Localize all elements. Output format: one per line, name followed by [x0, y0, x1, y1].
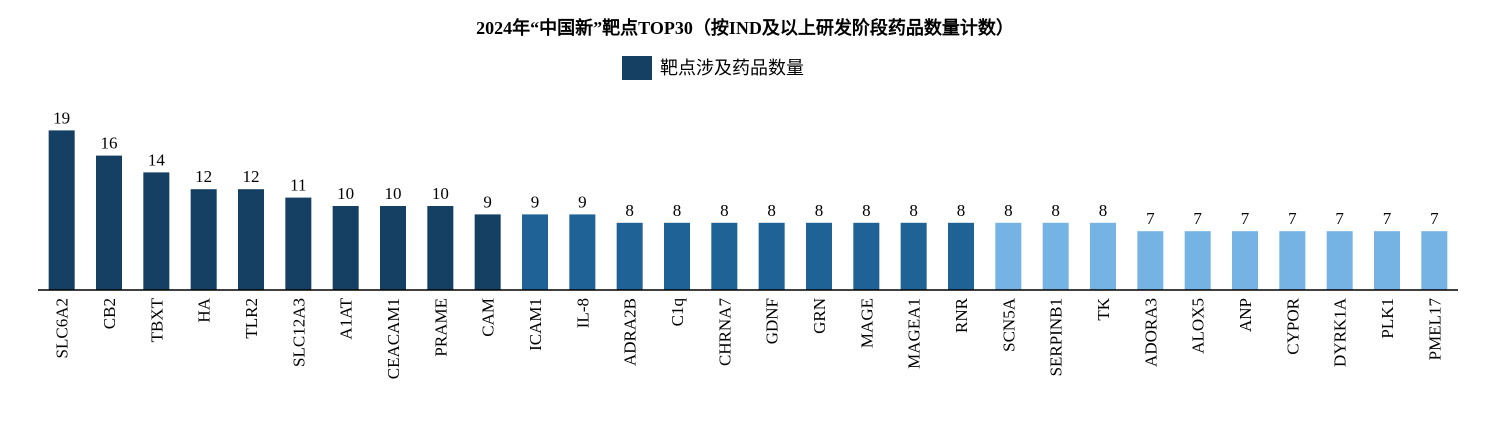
bar: [190, 189, 217, 290]
x-tick-label: ADRA2B: [621, 298, 640, 366]
x-tick-label: TLR2: [242, 298, 261, 339]
x-tick-label: C1q: [668, 298, 687, 327]
bar: [1232, 231, 1258, 290]
x-tick-label: SLC6A2: [53, 298, 72, 358]
x-tick-label: CEACAM1: [384, 298, 403, 379]
data-label: 16: [101, 134, 118, 153]
data-label: 7: [1335, 209, 1344, 228]
bar: [96, 155, 122, 290]
bar: [758, 222, 785, 290]
data-label: 14: [148, 150, 166, 169]
bar: [1326, 231, 1353, 290]
bar: [143, 172, 170, 290]
bar: [948, 222, 974, 290]
bar: [474, 214, 501, 290]
data-label: 8: [1051, 201, 1060, 220]
data-label: 8: [862, 201, 871, 220]
bar: [427, 206, 454, 290]
x-tick-label: GDNF: [763, 298, 782, 344]
x-tick-label: ICAM1: [526, 298, 545, 351]
x-tick-label: TK: [1094, 297, 1113, 320]
x-tick-label: SCN5A: [999, 297, 1018, 352]
chart-title: 2024年“中国新”靶点TOP30（按IND及以上研发阶段药品数量计数）: [476, 17, 1014, 38]
x-tick-label: MAGEA1: [905, 298, 924, 369]
x-tick-label: ANP: [1236, 298, 1255, 332]
bar: [1184, 231, 1211, 290]
legend-swatch: [622, 56, 652, 80]
data-label: 7: [1288, 209, 1297, 228]
bar: [1279, 231, 1306, 290]
x-tick-label: PLK1: [1378, 298, 1397, 339]
x-tick-label: CYPOR: [1283, 297, 1302, 354]
bar: [711, 222, 738, 290]
data-label: 7: [1383, 209, 1392, 228]
bar: [522, 214, 548, 290]
data-label: 19: [53, 108, 70, 127]
x-tick-label: MAGE: [857, 298, 876, 348]
bar: [332, 206, 359, 290]
bar: [1421, 231, 1448, 290]
x-tick-label: RNR: [952, 297, 971, 333]
x-tick-label: HA: [195, 297, 214, 322]
bar: [1137, 231, 1164, 290]
data-label: 8: [767, 201, 776, 220]
bar: [238, 189, 264, 290]
data-label: 9: [483, 192, 492, 211]
data-label: 10: [337, 184, 354, 203]
bar: [48, 130, 75, 290]
data-label: 8: [1004, 201, 1013, 220]
x-tick-label: CB2: [100, 298, 119, 329]
x-tick-label: CHRNA7: [715, 298, 734, 367]
data-label: 7: [1193, 209, 1202, 228]
data-label: 8: [909, 201, 918, 220]
data-label: 7: [1430, 209, 1439, 228]
data-label: 7: [1146, 209, 1155, 228]
data-label: 8: [957, 201, 966, 220]
data-label: 8: [1099, 201, 1108, 220]
bar: [616, 222, 643, 290]
x-tick-label: CAM: [479, 298, 498, 337]
x-tick-label: SLC12A3: [289, 298, 308, 367]
bar: [1374, 231, 1400, 290]
x-tick-label: GRN: [810, 298, 829, 334]
bar: [995, 222, 1022, 290]
x-tick-label: IL-8: [573, 298, 592, 328]
x-tick-label: DYRK1A: [1331, 297, 1350, 367]
x-tick-label: PRAME: [431, 298, 450, 357]
bar: [285, 197, 312, 290]
data-label: 8: [673, 201, 682, 220]
data-label: 11: [290, 176, 306, 195]
data-label: 10: [385, 184, 402, 203]
x-tick-label: PMEL17: [1425, 298, 1444, 361]
bar: [1042, 222, 1069, 290]
legend-label: 靶点涉及药品数量: [660, 58, 804, 78]
bar: [569, 214, 596, 290]
bar: [1090, 222, 1116, 290]
data-label: 9: [531, 192, 540, 211]
x-tick-label: TBXT: [147, 297, 166, 342]
bar: [664, 222, 690, 290]
x-tick-label: ADORA3: [1141, 298, 1160, 367]
x-tick-label: SERPINB1: [1047, 298, 1066, 376]
x-tick-label: A1AT: [337, 297, 356, 339]
x-tick-label: ALOX5: [1189, 298, 1208, 354]
data-label: 9: [578, 192, 587, 211]
bar: [853, 222, 880, 290]
bar: [900, 222, 927, 290]
data-label: 10: [432, 184, 449, 203]
data-label: 8: [815, 201, 824, 220]
data-label: 12: [243, 167, 260, 186]
data-label: 8: [720, 201, 729, 220]
bar: [806, 222, 832, 290]
bar: [380, 206, 406, 290]
data-label: 7: [1241, 209, 1250, 228]
data-label: 8: [625, 201, 634, 220]
data-label: 12: [195, 167, 212, 186]
